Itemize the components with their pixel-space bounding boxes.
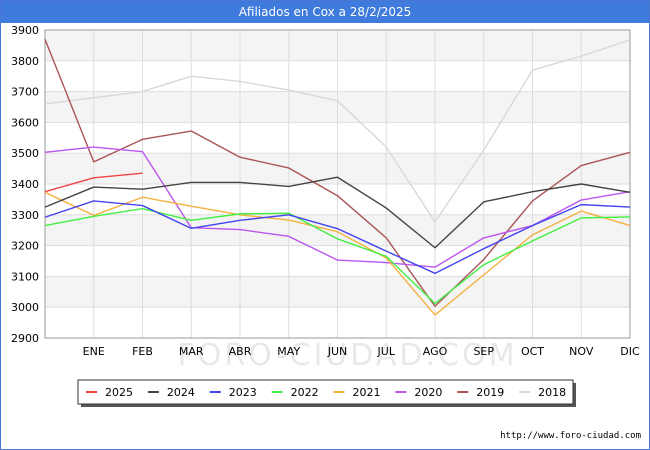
legend-label-2021: 2021 (353, 386, 381, 399)
y-tick-label: 3600 (11, 116, 39, 129)
series-line-2025 (44, 172, 143, 193)
x-tick-label: MAY (277, 345, 300, 358)
x-tick-label: JUN (327, 345, 348, 358)
y-tick-label: 3200 (11, 240, 39, 253)
y-tick-label: 3400 (11, 178, 39, 191)
x-tick-label: DIC (620, 345, 640, 358)
y-tick-label: 3800 (11, 55, 39, 68)
series-line-2021 (44, 191, 631, 316)
series-line-2023 (44, 200, 631, 275)
source-url[interactable]: http://www.foro-ciudad.com (500, 431, 641, 441)
chart-title: Afiliados en Cox a 28/2/2025 (1, 1, 649, 23)
y-tick-label: 3000 (11, 301, 39, 314)
legend-label-2022: 2022 (291, 386, 319, 399)
legend-label-2020: 2020 (414, 386, 442, 399)
x-tick-label: SEP (473, 345, 494, 358)
series-line-2024 (44, 176, 631, 249)
y-tick-label: 3300 (11, 209, 39, 222)
series-line-2022 (44, 207, 631, 305)
legend-label-2018: 2018 (538, 386, 566, 399)
legend-label-2019: 2019 (476, 386, 504, 399)
x-tick-label: OCT (521, 345, 544, 358)
legend-label-2025: 2025 (105, 386, 133, 399)
legend-label-2023: 2023 (229, 386, 257, 399)
series-line-2019 (44, 38, 631, 307)
x-tick-label: MAR (179, 345, 204, 358)
y-tick-label: 2900 (11, 332, 39, 345)
series-line-2018 (44, 39, 631, 223)
legend-box (77, 379, 574, 405)
y-tick-label: 3700 (11, 86, 39, 99)
y-tick-label: 3100 (11, 270, 39, 283)
y-tick-label: 3500 (11, 147, 39, 160)
x-tick-label: ENE (83, 345, 105, 358)
x-tick-label: JUL (377, 345, 396, 358)
x-tick-label: NOV (569, 345, 594, 358)
watermark-text: FORO-CIUDAD.COM (178, 338, 518, 373)
x-tick-label: ABR (229, 345, 252, 358)
plot-border (44, 29, 631, 339)
y-tick-label: 3900 (11, 24, 39, 37)
x-tick-label: FEB (132, 345, 153, 358)
legend-label-2024: 2024 (167, 386, 195, 399)
x-tick-label: AGO (423, 345, 448, 358)
